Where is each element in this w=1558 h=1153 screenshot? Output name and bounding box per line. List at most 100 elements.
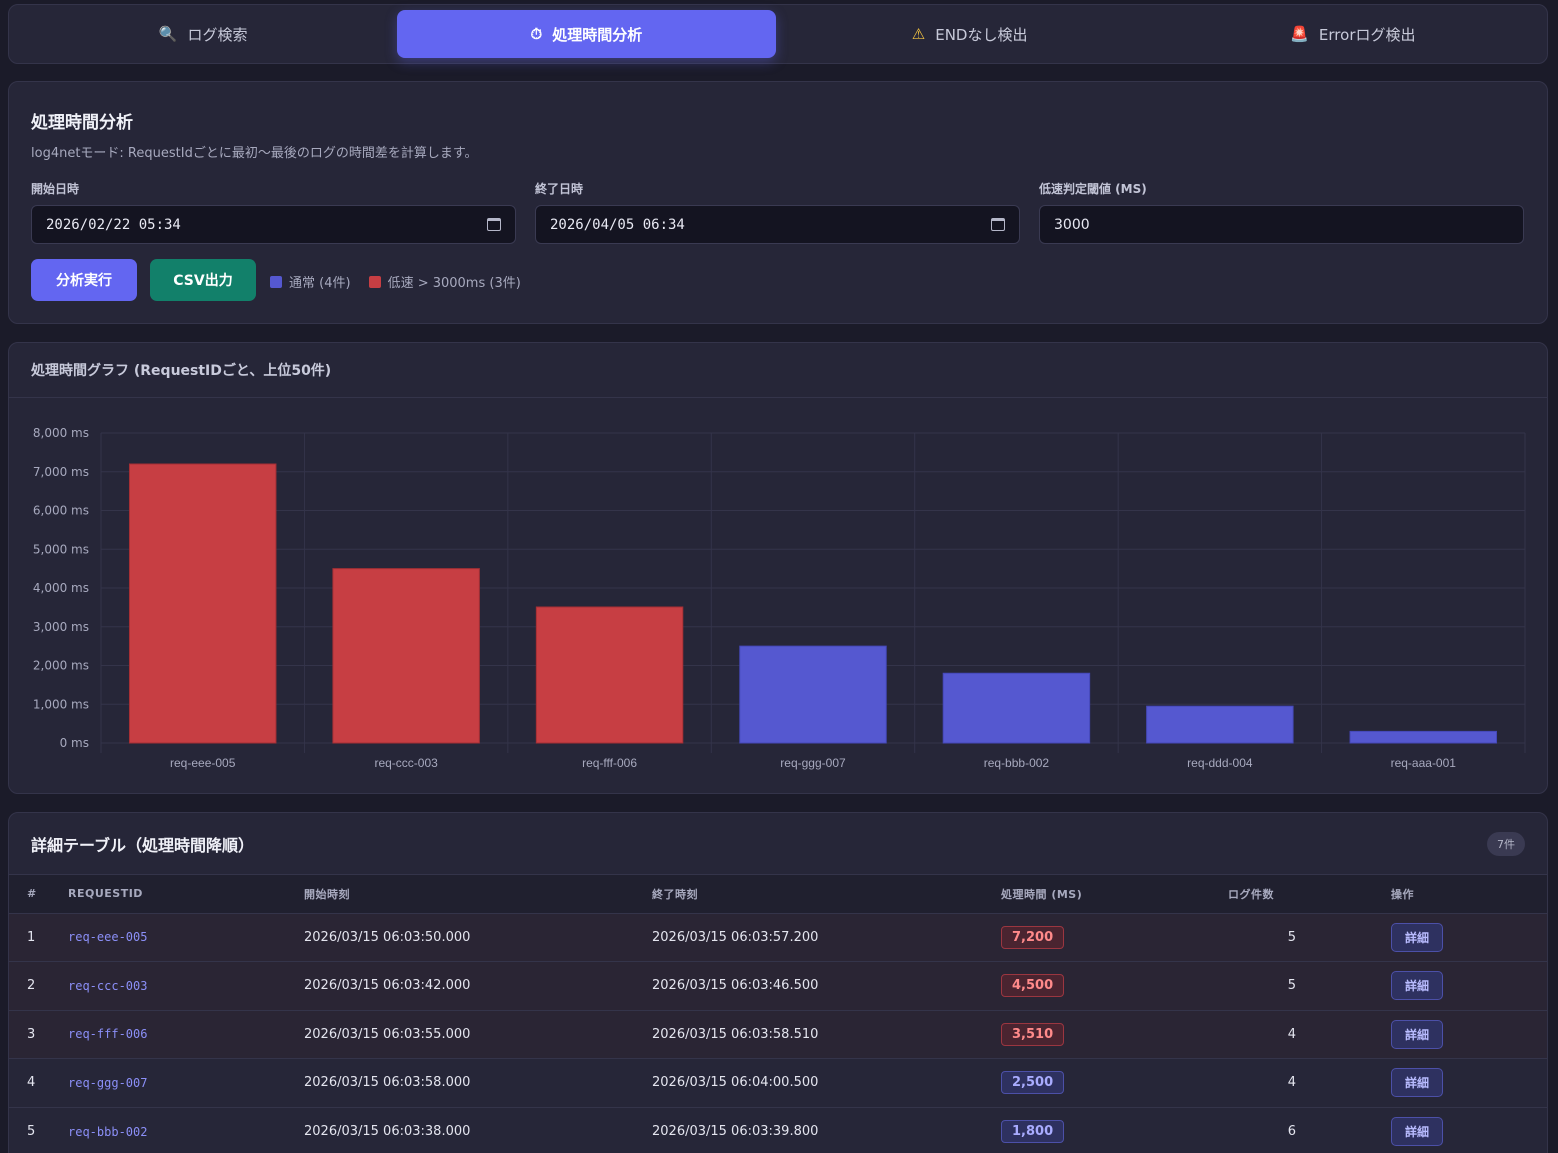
end-time: 2026/03/15 06:03:58.510 [652,1026,819,1042]
calendar-icon[interactable] [991,218,1005,231]
col-requestid: REQUESTID [68,887,143,901]
analysis-form-panel: 処理時間分析 log4netモード: RequestIdごとに最初〜最後のログの… [8,81,1548,324]
col-log-count: ログ件数 [1228,887,1274,901]
tab-processing-time[interactable]: ⏱ 処理時間分析 [397,10,776,58]
row-no: 4 [27,1075,36,1091]
bar [128,463,277,744]
detail-table-panel: 詳細テーブル（処理時間降順） 7件 # REQUESTID 開始時刻 終了時刻 … [8,812,1548,1153]
detail-button[interactable]: 詳細 [1391,1068,1444,1098]
bar [535,606,684,744]
request-id: req-eee-005 [68,930,148,945]
end-datetime-field: 終了日時 2026/04/05 06:34 [535,180,1020,244]
table-row: 3 req-fff-006 2026/03/15 06:03:55.000 2026/… [9,1010,1547,1059]
table-row: 5 req-bbb-002 2026/03/15 06:03:38.000 2026/… [9,1107,1547,1153]
y-tick-label: 8,000 ms [33,426,89,440]
siren-icon: 🚨 [1290,25,1309,43]
tab-label: 処理時間分析 [552,25,643,44]
end-time: 2026/03/15 06:04:00.500 [652,1075,819,1091]
start-time: 2026/03/15 06:03:55.000 [304,1026,471,1042]
legend-normal-swatch [270,275,282,288]
end-time: 2026/03/15 06:03:39.800 [652,1124,819,1139]
bar [332,568,480,744]
tab-end-missing[interactable]: ⚠ ENDなし検出 [781,10,1159,58]
detail-button[interactable]: 詳細 [1391,971,1444,1001]
page-description: log4netモード: RequestIdごとに最初〜最後のログの時間差を計算し… [31,146,478,161]
bar [739,645,887,744]
chart-panel: 処理時間グラフ (RequestIDごと、上位50件) 0 ms 1,000 ms… [8,342,1548,794]
start-time: 2026/03/15 06:03:58.000 [304,1075,471,1091]
threshold-label: 低速判定閾値 (MS) [1039,182,1147,196]
log-count: 4 [1287,1026,1296,1042]
duration-cell: 7,200 [1001,913,1228,962]
y-tick-label: 5,000 ms [33,542,89,556]
log-count: 4 [1287,1075,1296,1091]
col-duration: 処理時間 (MS) [1001,887,1083,901]
calendar-icon[interactable] [487,218,501,231]
row-no: 1 [27,929,36,945]
y-tick-label: 4,000 ms [33,581,89,595]
request-id: req-ccc-003 [68,978,148,993]
log-count: 5 [1287,978,1296,994]
end-datetime-input[interactable]: 2026/04/05 06:34 [535,205,1020,244]
duration-badge: 4,500 [1001,974,1065,998]
detail-button[interactable]: 詳細 [1391,922,1444,952]
start-datetime-field: 開始日時 2026/02/22 05:34 [31,180,516,244]
col-action: 操作 [1391,887,1414,901]
x-tick-label: req-ddd-004 [1187,756,1253,770]
table-row: 4 req-ggg-007 2026/03/15 06:03:58.000 2026/… [9,1058,1547,1108]
duration-badge: 7,200 [1001,925,1065,949]
count-badge: 7件 [1487,831,1525,856]
y-tick-label: 1,000 ms [33,697,89,711]
x-tick-label: req-bbb-002 [984,756,1050,770]
threshold-field: 低速判定閾値 (MS) 3000 [1039,180,1524,244]
y-tick-label: 3,000 ms [33,620,89,634]
x-tick-label: req-ggg-007 [780,756,846,770]
row-no: 2 [27,978,36,994]
table-row: 1 req-eee-005 2026/03/15 06:03:50.000 2026/… [9,913,1547,962]
x-tick-label: req-aaa-001 [1391,756,1457,770]
start-time: 2026/03/15 06:03:38.000 [304,1124,471,1139]
detail-table: # REQUESTID 開始時刻 終了時刻 処理時間 (MS) ログ件数 操作 … [9,875,1547,1153]
col-no: # [27,887,37,901]
col-end: 終了時刻 [652,887,698,901]
log-count: 6 [1287,1124,1296,1139]
csv-export-button[interactable]: CSV出力 [150,259,256,301]
request-id: req-ggg-007 [68,1075,148,1090]
action-cell: 詳細 [1391,1010,1547,1059]
duration-cell: 2,500 [1001,1059,1228,1108]
row-no: 5 [27,1124,36,1139]
threshold-input[interactable]: 3000 [1039,205,1524,244]
duration-cell: 3,510 [1001,1010,1228,1059]
tab-bar: 🔍 ログ検索 ⏱ 処理時間分析 ⚠ ENDなし検出 🚨 Errorログ検出 [8,4,1548,64]
threshold-value: 3000 [1054,216,1090,233]
y-tick-label: 2,000 ms [33,659,89,673]
duration-cell: 4,500 [1001,962,1228,1011]
tab-log-search[interactable]: 🔍 ログ検索 [14,10,392,58]
start-time: 2026/03/15 06:03:50.000 [304,929,471,945]
tab-error-log[interactable]: 🚨 Errorログ検出 [1164,10,1542,58]
detail-button[interactable]: 詳細 [1391,1019,1444,1049]
x-tick-label: req-ccc-003 [374,756,438,770]
detail-button[interactable]: 詳細 [1391,1117,1444,1146]
chart-title: 処理時間グラフ (RequestIDごと、上位50件) [9,343,1547,398]
x-tick-label: req-eee-005 [170,756,236,770]
legend: 通常 (4件) 低速 > 3000ms (3件) [270,272,521,291]
duration-badge: 3,510 [1001,1022,1065,1046]
legend-slow: 低速 > 3000ms (3件) [368,272,521,291]
run-analysis-button[interactable]: 分析実行 [31,259,137,301]
table-title: 詳細テーブル（処理時間降順） [31,835,255,855]
end-time: 2026/03/15 06:03:57.200 [652,929,819,945]
end-time: 2026/03/15 06:03:46.500 [652,978,819,994]
start-datetime-input[interactable]: 2026/02/22 05:34 [31,205,516,244]
start-datetime-value: 2026/02/22 05:34 [46,216,181,233]
start-datetime-label: 開始日時 [31,182,80,196]
legend-slow-label: 低速 > 3000ms (3件) [387,276,521,291]
search-icon: 🔍 [158,25,178,43]
end-datetime-label: 終了日時 [535,182,584,196]
table-header-bar: 詳細テーブル（処理時間降順） 7件 [9,813,1547,875]
col-start: 開始時刻 [304,887,350,901]
y-tick-label: 0 ms [60,736,89,750]
action-cell: 詳細 [1391,962,1547,1011]
y-tick-label: 7,000 ms [33,465,89,479]
duration-cell: 1,800 [1001,1107,1228,1153]
